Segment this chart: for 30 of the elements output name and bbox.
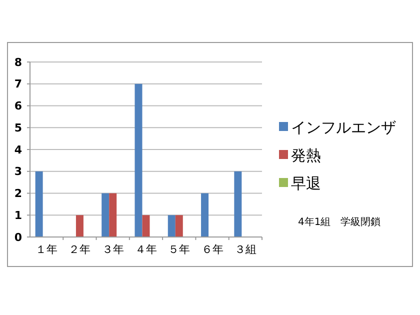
bar: [142, 215, 150, 237]
bar: [35, 171, 43, 237]
y-tick-label: 6: [14, 100, 22, 113]
bar: [234, 171, 242, 237]
y-tick-label: 3: [14, 165, 22, 178]
y-tick-label: 2: [14, 187, 22, 200]
legend-label: 早退: [291, 174, 321, 192]
text: 4年1組 学級閉鎖: [298, 216, 381, 228]
bar: [109, 193, 117, 237]
y-tick-label: 1: [14, 208, 22, 222]
bar: [201, 193, 209, 237]
y-tick-label: 8: [14, 56, 22, 69]
bar: [175, 215, 183, 237]
x-tick-label: ３年: [102, 243, 124, 256]
legend-label: 発熱: [291, 146, 321, 164]
bar: [168, 215, 176, 237]
y-tick-label: 0: [14, 230, 22, 244]
bar: [102, 193, 110, 237]
bar: [134, 84, 142, 237]
x-tick-label: ５年: [168, 243, 190, 256]
x-tick-label: ３組: [234, 243, 256, 256]
legend-label: インフルエンザ: [291, 118, 396, 136]
x-tick-label: ４年: [135, 243, 157, 256]
bar: [76, 215, 84, 237]
y-tick-label: 7: [14, 78, 22, 91]
x-tick-label: ６年: [201, 243, 224, 256]
x-tick-label: １年: [36, 243, 58, 256]
x-tick-label: ２年: [68, 243, 91, 256]
y-tick-label: 5: [14, 121, 22, 134]
y-tick-label: 4: [14, 143, 22, 156]
